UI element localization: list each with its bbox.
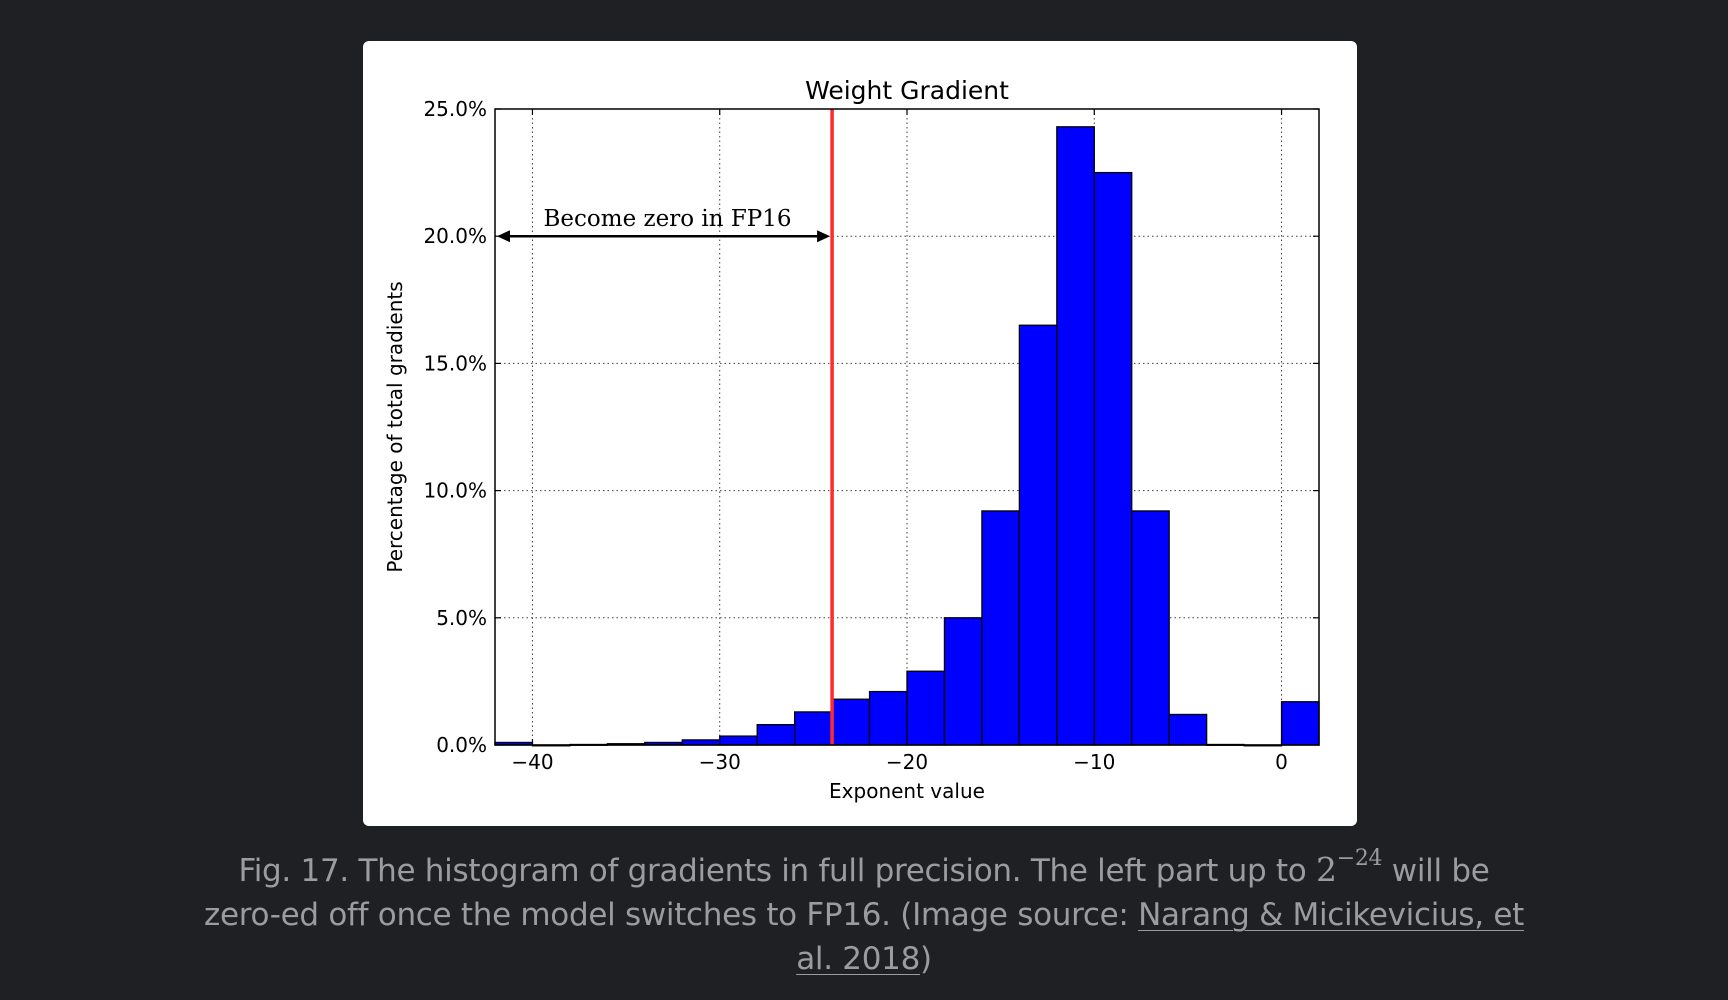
histogram-bar	[831, 698, 871, 746]
histogram-chart: Become zero in FP16 −40 −30 −20 −10 0 0.0% 5.0…	[383, 76, 1320, 803]
histogram-bar	[756, 723, 796, 746]
histogram-bar	[1131, 510, 1170, 746]
y-tick-label: 5.0%	[436, 606, 487, 630]
histogram-bar	[906, 670, 946, 746]
annotation-arrowhead-right	[817, 230, 831, 243]
x-tick-label: −40	[511, 750, 553, 774]
annotation-group: Become zero in FP16	[497, 206, 831, 243]
annotation-label: Become zero in FP16	[544, 206, 792, 232]
grid-lines	[495, 108, 1319, 746]
histogram-bars	[494, 126, 1320, 747]
histogram-bar	[1018, 324, 1058, 746]
histogram-bar	[1056, 126, 1095, 746]
caption-math-exponent: −24	[1336, 846, 1383, 871]
annotation-arrowhead-left	[497, 230, 510, 243]
x-tick-label: −20	[886, 750, 928, 774]
caption-middle: will be zero-ed off once the model switc…	[204, 853, 1490, 933]
figure-caption: Fig. 17. The histogram of gradients in f…	[200, 848, 1528, 981]
histogram-bar	[793, 711, 833, 746]
y-tick-label: 0.0%	[436, 733, 487, 757]
chart-title: Weight Gradient	[805, 76, 1009, 105]
y-axis-label: Percentage of total gradients	[383, 281, 407, 572]
y-tick-label: 20.0%	[423, 224, 487, 248]
histogram-bar	[719, 735, 758, 746]
histogram-bar	[1168, 713, 1208, 746]
caption-suffix: )	[920, 941, 932, 977]
histogram-bar	[1093, 171, 1133, 746]
caption-math: 2−24	[1316, 848, 1383, 890]
axis-ticks: −40 −30 −20 −10 0 0.0% 5.0% 10.0% 15.0% 20.0% 25.0…	[423, 97, 1319, 774]
x-tick-label: 0	[1275, 750, 1288, 774]
y-tick-label: 10.0%	[423, 479, 487, 503]
x-axis-label: Exponent value	[829, 779, 985, 803]
x-tick-label: −30	[699, 750, 741, 774]
y-tick-label: 15.0%	[423, 351, 487, 375]
source-link[interactable]: Narang & Micikevicius, et al. 2018	[796, 897, 1524, 977]
x-tick-label: −10	[1073, 750, 1115, 774]
y-tick-label: 25.0%	[423, 97, 487, 121]
histogram-bar	[981, 510, 1021, 746]
histogram-bar	[1280, 701, 1320, 746]
histogram-bar	[868, 690, 908, 746]
figure-card: Become zero in FP16 −40 −30 −20 −10 0 0.0% 5.0…	[363, 41, 1357, 826]
histogram-bar	[943, 617, 983, 746]
histogram-bar	[681, 739, 721, 746]
caption-math-base: 2	[1316, 850, 1337, 889]
caption-prefix: Fig. 17. The histogram of gradients in f…	[238, 853, 1317, 889]
